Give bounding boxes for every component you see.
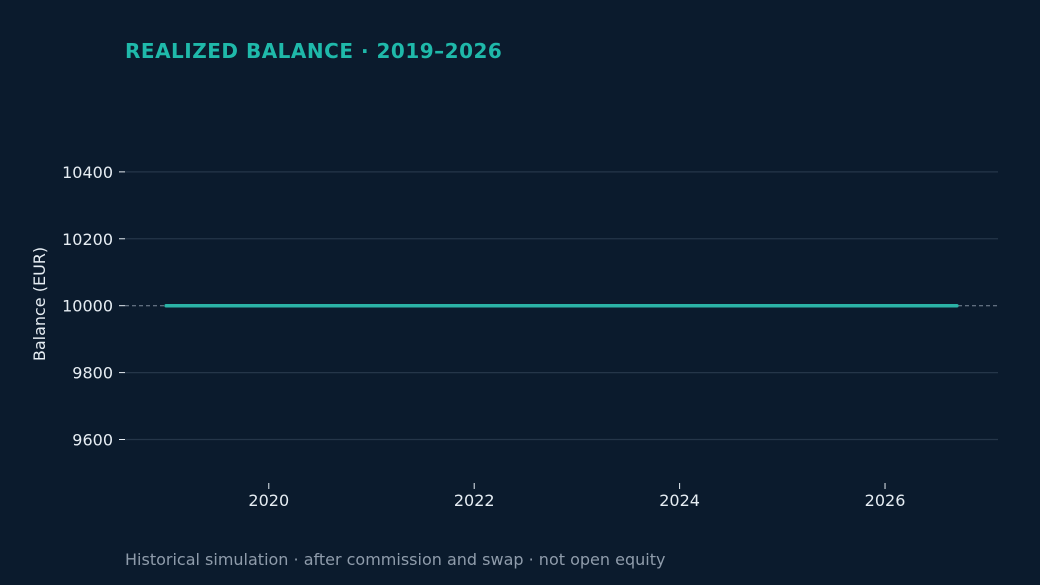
y-axis-ticks: 9600 9800 10000 10200 10400: [62, 163, 125, 450]
x-tick-label: 2022: [454, 491, 495, 510]
y-axis-label: Balance (EUR): [30, 247, 49, 361]
y-tick-label: 10400: [62, 163, 113, 182]
grid-lines: [125, 171, 998, 441]
y-tick-label: 10000: [62, 297, 113, 316]
y-tick-label: 10200: [62, 230, 113, 249]
y-tick-label: 9800: [72, 364, 113, 383]
chart-title: REALIZED BALANCE · 2019–2026: [125, 39, 502, 63]
chart-footnote: Historical simulation · after commission…: [125, 550, 665, 569]
y-tick-label: 9600: [72, 431, 113, 450]
x-tick-label: 2020: [248, 491, 289, 510]
x-tick-label: 2024: [659, 491, 700, 510]
x-axis-ticks: 2020 2022 2024 2026: [248, 483, 905, 510]
x-tick-label: 2026: [865, 491, 906, 510]
